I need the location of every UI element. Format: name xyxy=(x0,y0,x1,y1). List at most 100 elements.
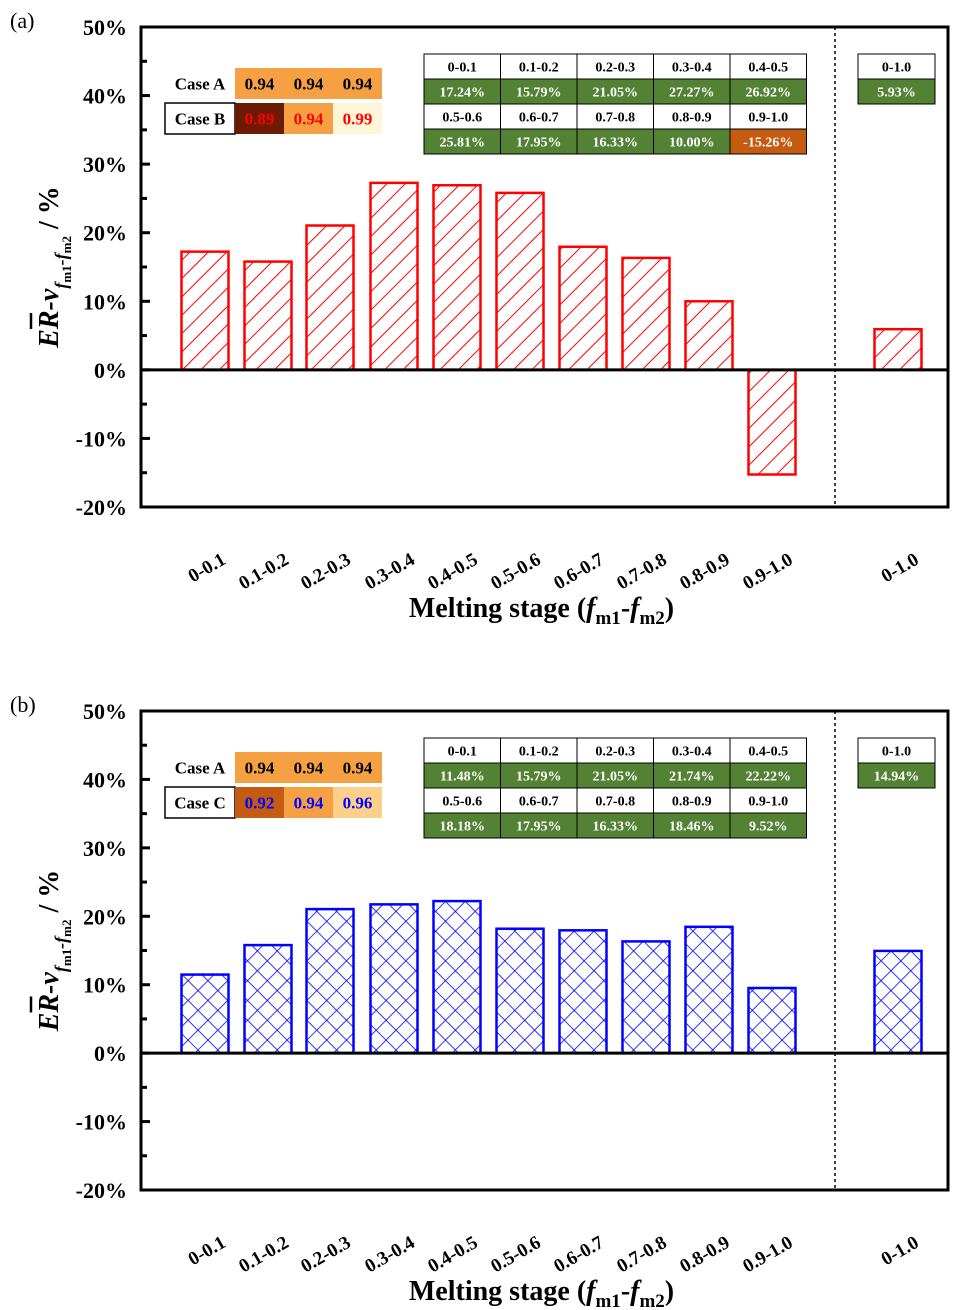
stage-header-cell xyxy=(729,103,807,130)
chart-panel-b: (b)-20%-10%0%10%20%30%40%50%0-0.1 0.1-0.2… xyxy=(10,692,950,1310)
y-tick-label: 50% xyxy=(83,15,127,40)
x-tick-label: 0.9-1.0 xyxy=(739,1232,796,1277)
case-label: Case A xyxy=(175,759,226,778)
x-tick-label: 0.8-0.9 xyxy=(676,1232,733,1277)
case-value: 0.92 xyxy=(245,794,275,813)
y-tick-label: 10% xyxy=(83,973,127,998)
panel-label: (b) xyxy=(10,692,36,717)
stage-value: 16.33% xyxy=(593,820,639,835)
stage-value: -15.26% xyxy=(743,136,793,151)
x-tick-label: 0.7-0.8 xyxy=(613,1232,670,1277)
x-tick-label: 0.1-0.2 xyxy=(235,1232,292,1277)
stage-value-cell xyxy=(423,762,501,789)
stage-value-cell xyxy=(729,812,807,839)
stage-header: 0-0.1 xyxy=(448,61,477,76)
x-tick-label: 0-0.1 xyxy=(185,1232,230,1270)
bar-0.2-0.3 xyxy=(305,907,355,1055)
total-value: 5.93% xyxy=(877,86,916,101)
case-label: Case A xyxy=(175,75,226,94)
x-tick-label: 0-1.0 xyxy=(878,1232,923,1270)
x-tick-label: 0.2-0.3 xyxy=(297,1232,354,1277)
y-tick-label: -10% xyxy=(76,426,127,451)
x-tick-label: 0.9-1.0 xyxy=(739,549,796,594)
x-tick-label: 0.8-0.9 xyxy=(676,549,733,594)
stage-value: 17.95% xyxy=(516,136,562,151)
stage-value-cell xyxy=(576,812,654,839)
stage-header: 0.7-0.8 xyxy=(595,795,635,810)
bar-0-0.1 xyxy=(180,250,230,372)
case-cell xyxy=(284,787,333,818)
bar-0-1.0 xyxy=(873,327,923,372)
stage-value-cell xyxy=(423,128,501,155)
stage-header: 0.5-0.6 xyxy=(442,111,482,126)
total-value: 14.94% xyxy=(874,770,920,785)
case-cell xyxy=(284,103,333,134)
stage-value: 27.27% xyxy=(669,86,715,101)
stage-header-cell xyxy=(500,103,578,130)
y-tick-label: 20% xyxy=(83,221,127,246)
x-tick-label: 0.7-0.8 xyxy=(613,549,670,594)
stage-value-cell xyxy=(576,762,654,789)
total-header-cell xyxy=(857,53,936,80)
x-tick-label: 0-1.0 xyxy=(878,549,923,587)
y-axis-label-text: ER-vfm1-fm2 / % xyxy=(34,870,74,1033)
stage-header: 0.5-0.6 xyxy=(442,795,482,810)
bar-0.5-0.6 xyxy=(495,927,545,1055)
stage-value-cell xyxy=(576,78,654,105)
stage-header: 0.6-0.7 xyxy=(519,795,559,810)
panel-label: (a) xyxy=(10,8,34,33)
case-value: 0.89 xyxy=(245,110,275,129)
stage-value: 15.79% xyxy=(516,86,562,101)
case-label-box xyxy=(164,786,236,819)
case-cell xyxy=(235,752,284,783)
case-cell xyxy=(333,787,382,818)
x-axis-label: Melting stage (fm1-fm2) xyxy=(409,1276,674,1310)
case-value: 0.94 xyxy=(245,75,275,94)
stage-header-cell xyxy=(653,103,731,130)
case-value: 0.96 xyxy=(343,794,373,813)
total-header: 0-1.0 xyxy=(882,745,911,760)
case-cell xyxy=(235,68,284,99)
stage-header: 0.2-0.3 xyxy=(595,745,635,760)
bar-0.3-0.4 xyxy=(369,903,419,1055)
bar-0.1-0.2 xyxy=(243,943,293,1055)
stage-value-cell xyxy=(653,78,731,105)
case-cell xyxy=(284,68,333,99)
stage-value-cell xyxy=(653,762,731,789)
bar-0.2-0.3 xyxy=(305,224,355,372)
y-tick-label: -20% xyxy=(76,495,127,520)
case-label-box xyxy=(164,102,236,135)
y-axis-label-text: ER-vfm1-fm2 / % xyxy=(34,186,74,349)
stage-value: 26.92% xyxy=(746,86,792,101)
y-tick-label: 50% xyxy=(83,699,127,724)
y-tick-label: 40% xyxy=(83,84,127,109)
y-axis-label: ER-vfm1-fm2 / % xyxy=(29,870,74,1033)
case-label: Case B xyxy=(175,110,226,129)
stage-header-cell xyxy=(653,787,731,814)
stage-value: 9.52% xyxy=(749,820,788,835)
bar-0.9-1.0 xyxy=(747,368,797,476)
chart-panel-a: (a)-20%-10%0%10%20%30%40%50%0-0.1 0.1-0.2… xyxy=(10,8,950,629)
x-tick-label: 0.5-0.6 xyxy=(487,549,544,594)
y-tick-label: 0% xyxy=(94,1041,127,1066)
total-value-cell xyxy=(857,78,936,105)
stage-header-cell xyxy=(653,53,731,80)
bar-0.9-1.0 xyxy=(747,986,797,1055)
stage-value-cell xyxy=(500,762,578,789)
x-axis-label: Melting stage (fm1-fm2) xyxy=(409,593,674,629)
stage-value: 21.05% xyxy=(593,770,639,785)
stage-header: 0.3-0.4 xyxy=(672,61,712,76)
bar-0.1-0.2 xyxy=(243,260,293,372)
x-tick-label: 0.2-0.3 xyxy=(297,549,354,594)
stage-value-cell xyxy=(653,812,731,839)
stage-header: 0.1-0.2 xyxy=(519,745,559,760)
stage-header: 0.3-0.4 xyxy=(672,745,712,760)
stage-value-cell xyxy=(729,78,807,105)
bar-0.7-0.8 xyxy=(621,256,671,372)
stage-value-cell xyxy=(729,762,807,789)
case-cell xyxy=(333,103,382,134)
stage-value: 16.33% xyxy=(593,136,639,151)
x-tick-label: 0.6-0.7 xyxy=(550,549,608,594)
y-tick-label: 0% xyxy=(94,358,127,383)
